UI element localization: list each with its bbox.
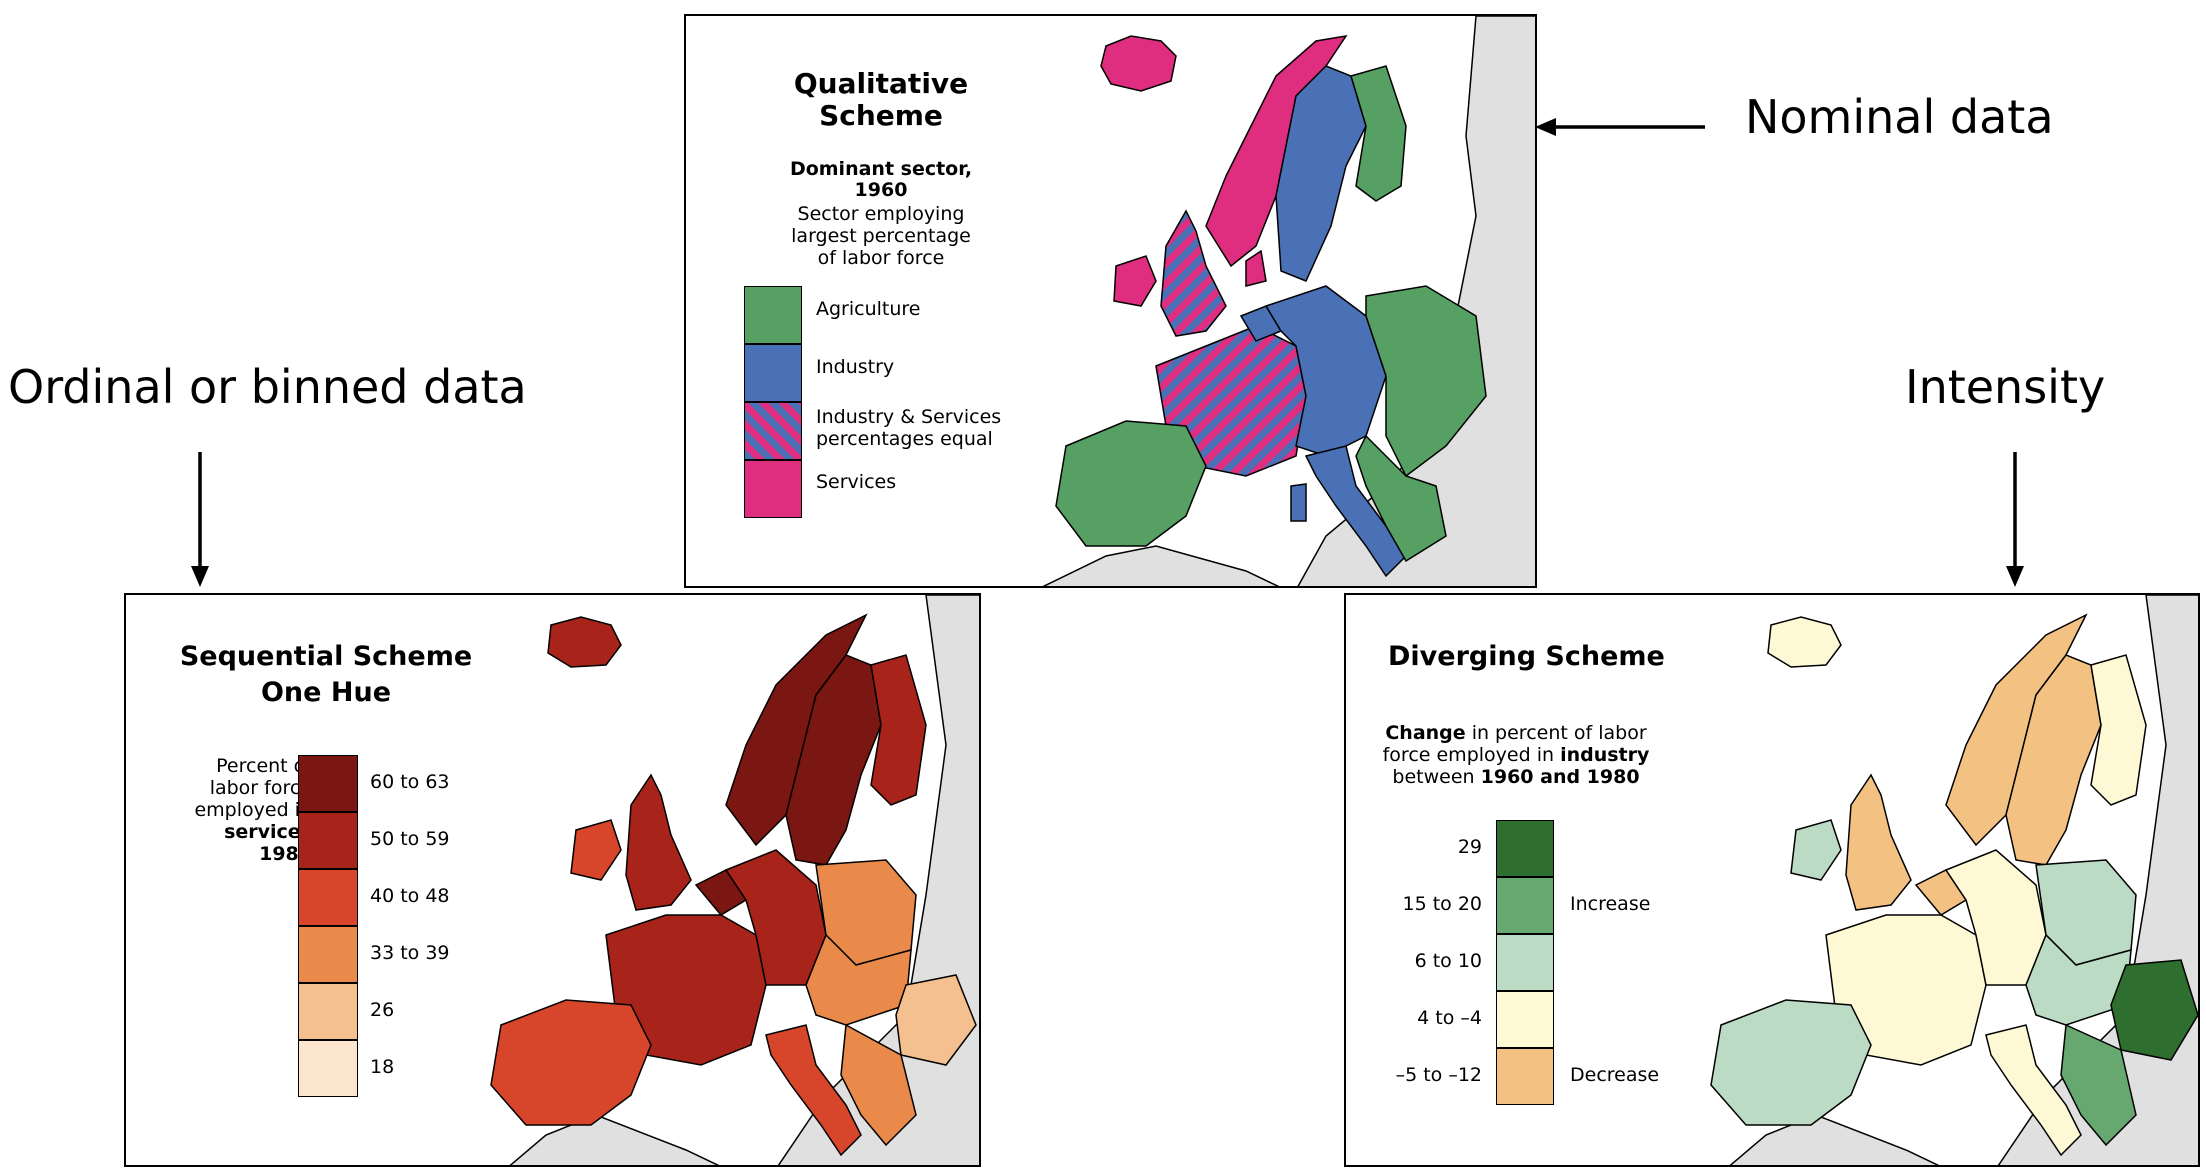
legend-swatch-50-59 [298, 812, 358, 869]
legend-label-industry-services: Industry & Services percentages equal [816, 406, 1002, 450]
finland [1350, 65, 1407, 202]
legend-swatch-6-10 [1496, 934, 1554, 991]
denmark [1245, 249, 1267, 287]
diverging-description: Change in percent of labor force employe… [1382, 722, 1650, 788]
qualitative-title: Qualitative Scheme [793, 67, 969, 132]
qualitative-description: Sector employing largest percentage of l… [791, 203, 971, 269]
qualitative-europe-map [1042, 16, 1535, 586]
annotation-intensity: Intensity [1905, 360, 2106, 414]
italy [1985, 1024, 2082, 1157]
iceland [1767, 616, 1842, 668]
legend-swatch-services [744, 460, 802, 518]
iberia [1055, 420, 1207, 547]
italy [765, 1024, 862, 1157]
finland [870, 654, 927, 806]
qualitative-map-panel: Qualitative Scheme Dominant sector, 1960… [684, 14, 1537, 588]
ireland [570, 819, 622, 881]
legend-swatch-15-20 [1496, 877, 1554, 934]
diverging-map-panel: Diverging Scheme Change in percent of la… [1344, 593, 2200, 1167]
uk [1845, 773, 1912, 911]
africa-landmass [1729, 1114, 1940, 1165]
legend-label-60-63: 60 to 63 [370, 771, 450, 793]
ireland [1113, 255, 1157, 307]
annotation-ordinal: Ordinal or binned data [8, 360, 527, 414]
italy [1304, 445, 1407, 578]
legend-label-services: Services [816, 471, 897, 493]
balkans [1355, 434, 1447, 563]
diverging-title: Diverging Scheme [1388, 641, 1665, 672]
legend-swatch-60-63 [298, 755, 358, 812]
legend-swatch-agriculture [744, 286, 802, 344]
legend-swatch-industry-services [744, 402, 802, 460]
annotation-nominal: Nominal data [1745, 90, 2054, 144]
romania [2110, 959, 2198, 1061]
sequential-europe-map [490, 595, 979, 1165]
romania [895, 974, 977, 1066]
sequential-title: Sequential Scheme One Hue [179, 641, 473, 708]
iceland [1100, 35, 1177, 92]
legend-label-neg5-neg12: –5 to –12 [1395, 1064, 1482, 1086]
legend-swatch-industry [744, 344, 802, 402]
legend-decrease-label: Decrease [1570, 1064, 1660, 1086]
ireland [1790, 819, 1842, 881]
uk [1160, 209, 1227, 337]
legend-swatch-29 [1496, 820, 1554, 877]
qualitative-subtitle: Dominant sector, 1960 [789, 158, 973, 201]
legend-label-4-neg4: 4 to –4 [1417, 1007, 1482, 1029]
legend-label-29: 29 [1457, 836, 1482, 858]
legend-label-agriculture: Agriculture [816, 298, 921, 320]
uk [625, 773, 692, 911]
africa-landmass [1042, 545, 1280, 586]
legend-label-15-20: 15 to 20 [1402, 893, 1482, 915]
africa-landmass [509, 1114, 720, 1165]
legend-label-33-39: 33 to 39 [370, 942, 450, 964]
czech-hungary [805, 933, 912, 1026]
balkans [2060, 1023, 2137, 1147]
sequential-description: Percent of labor force employed in servi… [194, 755, 312, 865]
legend-swatch-40-48 [298, 869, 358, 926]
legend-swatch-4-neg4 [1496, 991, 1554, 1048]
legend-label-18: 18 [370, 1056, 395, 1078]
legend-increase-label: Increase [1570, 893, 1651, 915]
legend-label-40-48: 40 to 48 [370, 885, 450, 907]
balkans [840, 1023, 917, 1147]
iberia [1710, 999, 1872, 1126]
finland [2090, 654, 2147, 806]
legend-label-industry: Industry [816, 356, 895, 378]
legend-swatch-33-39 [298, 926, 358, 983]
diverging-europe-map [1710, 595, 2198, 1165]
iberia [490, 999, 652, 1126]
legend-swatch-26 [298, 983, 358, 1040]
legend-swatch-neg5-neg12 [1496, 1048, 1554, 1105]
legend-label-50-59: 50 to 59 [370, 828, 450, 850]
sequential-map-panel: Sequential Scheme One Hue Percent of lab… [124, 593, 981, 1167]
sardinia [1290, 483, 1307, 522]
legend-label-6-10: 6 to 10 [1414, 950, 1482, 972]
iceland [547, 616, 622, 668]
eastern-europe [1365, 285, 1487, 478]
legend-label-26: 26 [370, 999, 395, 1021]
legend-swatch-18 [298, 1040, 358, 1097]
